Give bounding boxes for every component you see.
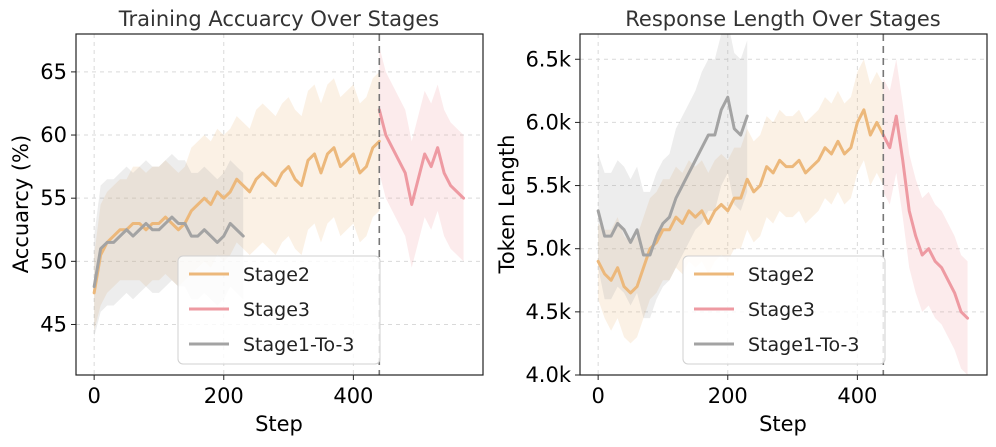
length-chart-title: Response Length Over Stages — [625, 7, 940, 31]
series-line-stage2 — [92, 139, 381, 295]
band-stage3 — [379, 46, 464, 268]
y-tick-label: 4.5k — [525, 300, 571, 324]
y-tick-label: 6.0k — [525, 110, 571, 134]
y-tick-label: 45 — [40, 312, 67, 336]
response-length-chart: 0 200 400 4.0k 4.5k 5.0k 5.5k 6.0k 6.5k Respons… — [495, 7, 988, 436]
length-legend-box — [682, 255, 886, 365]
legend-label-stage1-to-3: Stage1-To-3 — [748, 334, 859, 356]
series-line-stage1-to-3 — [92, 215, 245, 289]
legend-label-stage2: Stage2 — [748, 264, 815, 286]
accuracy-grid — [76, 34, 483, 375]
length-axes-frame — [579, 33, 988, 376]
y-tick-label: 5.5k — [525, 174, 571, 198]
length-legend: Stage2 Stage3 Stage1-To-3 — [682, 255, 886, 365]
legend-label-stage3: Stage3 — [748, 299, 815, 321]
length-y-ticks: 4.0k 4.5k 5.0k 5.5k 6.0k 6.5k — [525, 47, 580, 387]
legend-label-stage2: Stage2 — [243, 264, 310, 286]
series-line-stage3 — [377, 108, 466, 206]
accuracy-legend-box — [177, 255, 381, 365]
accuracy-x-ticks: 0 200 400 — [87, 375, 373, 408]
legend-label-stage3: Stage3 — [243, 299, 310, 321]
band-stage2 — [94, 71, 380, 331]
y-tick-label: 6.5k — [525, 47, 571, 71]
series-line-stage2 — [596, 108, 885, 295]
accuracy-chart-title: Training Accuarcy Over Stages — [118, 7, 439, 31]
y-tick-label: 4.0k — [525, 363, 571, 387]
y-tick-label: 5.0k — [525, 237, 571, 261]
accuracy-chart: 0 200 400 45 50 55 60 65 Training Accuarcy Ove… — [9, 7, 484, 436]
length-x-axis-label: Step — [759, 412, 807, 436]
accuracy-axes-frame — [75, 33, 484, 376]
x-tick-label: 400 — [333, 384, 373, 408]
x-tick-label: 200 — [204, 384, 244, 408]
length-bands — [598, 34, 968, 375]
accuracy-y-axis-label: Accuarcy (%) — [9, 135, 33, 273]
accuracy-x-axis-label: Step — [255, 412, 303, 436]
length-x-ticks: 0 200 400 — [591, 375, 877, 408]
band-stage2 — [598, 59, 884, 344]
accuracy-legend: Stage2 Stage3 Stage1-To-3 — [177, 255, 381, 365]
x-tick-label: 0 — [87, 384, 100, 408]
series-line-stage1-to-3 — [596, 95, 749, 257]
y-tick-label: 60 — [40, 123, 67, 147]
x-tick-label: 200 — [708, 384, 748, 408]
y-tick-label: 65 — [40, 60, 67, 84]
y-tick-label: 50 — [40, 249, 67, 273]
x-tick-label: 0 — [591, 384, 604, 408]
length-lines — [596, 95, 970, 320]
band-stage3 — [883, 59, 968, 375]
legend-label-stage1-to-3: Stage1-To-3 — [243, 334, 354, 356]
accuracy-lines — [92, 108, 466, 295]
band-stage1-to-3 — [598, 34, 748, 319]
y-tick-label: 55 — [40, 186, 67, 210]
series-line-stage3 — [881, 114, 970, 320]
accuracy-y-ticks: 45 50 55 60 65 — [40, 60, 76, 336]
length-y-axis-label: Token Length — [495, 135, 519, 275]
x-tick-label: 400 — [837, 384, 877, 408]
